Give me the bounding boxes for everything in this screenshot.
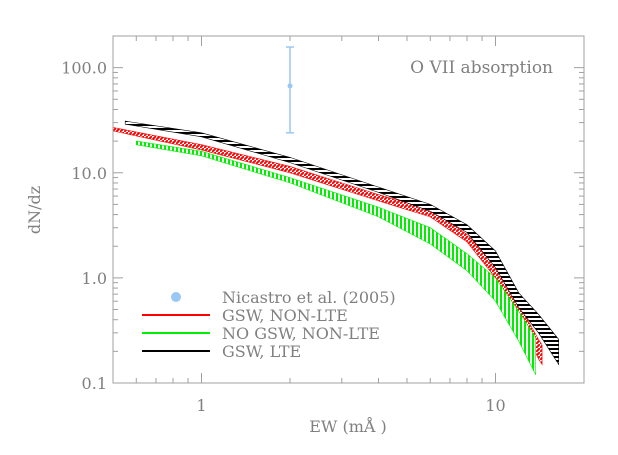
x-tick-label: 1	[196, 396, 206, 415]
tick-labels: 1 10 0.1 1.0 10.0 100.0	[61, 59, 505, 415]
legend: Nicastro et al. (2005) GSW, NON-LTE NO G…	[142, 288, 396, 361]
legend-label-2: GSW, LTE	[222, 342, 301, 361]
series-band-1	[136, 140, 536, 375]
series-band-0	[112, 127, 543, 366]
data-point	[287, 83, 293, 89]
x-axis-label: EW (mÅ )	[309, 416, 387, 436]
y-tick-label: 100.0	[61, 59, 107, 78]
legend-marker-observation	[171, 292, 181, 302]
y-tick-label: 1.0	[82, 269, 107, 288]
annotation-label: O VII absorption	[410, 58, 553, 78]
series-band-2	[124, 120, 559, 366]
y-axis-label: dN/dz	[25, 186, 44, 234]
plot-frame	[112, 35, 585, 384]
series-bands	[112, 120, 559, 375]
y-tick-label: 10.0	[71, 164, 107, 183]
observation-point	[286, 46, 295, 134]
legend-label-observation: Nicastro et al. (2005)	[222, 288, 396, 307]
y-tick-label: 0.1	[82, 374, 107, 393]
legend-label-1: NO GSW, NON-LTE	[222, 324, 380, 343]
x-tick-label: 10	[485, 396, 505, 415]
legend-label-0: GSW, NON-LTE	[222, 306, 348, 325]
axis-ticks	[112, 35, 585, 384]
